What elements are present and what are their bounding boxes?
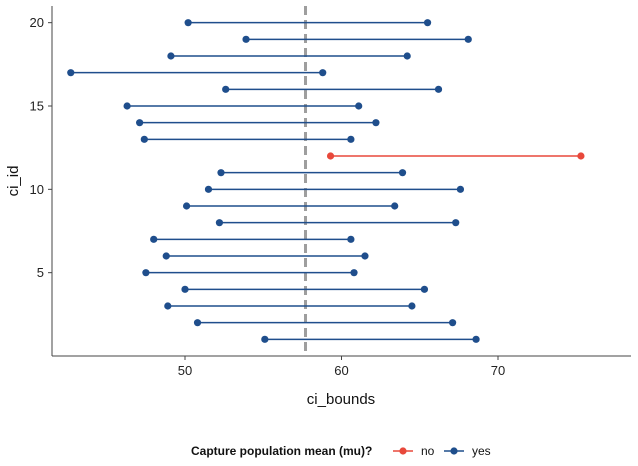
ci-lower-point-9 — [182, 202, 191, 210]
ci-lower-point-13 — [140, 135, 148, 143]
y-axis-title: ci_id — [5, 166, 22, 197]
ci-lower-point-2 — [193, 319, 202, 327]
ci-lower-point-14 — [136, 119, 144, 127]
ci-lower-point-16 — [222, 85, 230, 93]
ci-lower-point-6 — [162, 252, 170, 260]
ci-upper-point-18 — [403, 52, 411, 60]
ci-upper-point-8 — [452, 219, 460, 227]
ci-lower-point-19 — [242, 35, 250, 43]
ci-upper-point-4 — [420, 285, 429, 293]
ci-upper-point-1 — [472, 335, 480, 343]
ci-upper-point-17 — [319, 69, 327, 77]
ci-lower-point-20 — [184, 19, 192, 27]
x-tick-label-70: 70 — [491, 363, 505, 378]
ci-lower-point-7 — [150, 235, 158, 243]
ci-lower-point-10 — [204, 185, 213, 193]
ci-lower-point-15 — [123, 102, 131, 110]
ci-upper-point-16 — [434, 85, 443, 93]
ci-upper-point-3 — [408, 302, 416, 310]
ci-lower-point-1 — [261, 335, 269, 343]
y-tick-label-5: 5 — [37, 265, 44, 280]
legend-key-no-marker — [399, 447, 407, 455]
y-tick-label-15: 15 — [30, 99, 44, 114]
ci-upper-point-19 — [464, 35, 472, 43]
legend-item-yes: yes — [444, 444, 491, 458]
ci-upper-point-10 — [456, 185, 465, 193]
legend-title: Capture population mean (mu)? — [191, 444, 372, 458]
y-axis-ticks: 5 10 15 20 — [30, 15, 52, 280]
ci-lower-point-3 — [164, 302, 172, 310]
y-tick-label-20: 20 — [30, 15, 44, 30]
x-tick-label-60: 60 — [334, 363, 348, 378]
legend-label-yes: yes — [472, 444, 491, 458]
ci-upper-point-11 — [398, 169, 407, 177]
ci-upper-point-7 — [347, 235, 355, 243]
x-axis-ticks: 50 60 70 — [178, 356, 505, 378]
x-axis-title: ci_bounds — [307, 391, 375, 408]
ci-lower-point-18 — [167, 52, 175, 60]
y-tick-label-10: 10 — [30, 182, 44, 197]
ci-upper-point-5 — [350, 269, 358, 277]
legend-label-no: no — [421, 444, 435, 458]
legend-key-yes-marker — [450, 447, 458, 455]
ci-lower-point-12 — [326, 152, 335, 160]
ci-upper-point-2 — [449, 319, 457, 327]
ci-upper-point-14 — [372, 119, 380, 127]
x-tick-label-50: 50 — [178, 363, 192, 378]
legend: Capture population mean (mu)? no yes — [191, 444, 491, 458]
ci-upper-point-13 — [347, 135, 355, 143]
ci-lower-point-17 — [67, 69, 75, 77]
ci-upper-point-12 — [577, 152, 585, 160]
ci-upper-point-9 — [391, 202, 399, 210]
ci-upper-point-6 — [361, 252, 369, 260]
plot-area — [67, 6, 585, 356]
ci-lower-point-11 — [217, 169, 225, 177]
ci-lower-point-8 — [215, 219, 224, 227]
ci-lower-point-4 — [181, 285, 189, 293]
ci-upper-point-15 — [355, 102, 363, 110]
legend-item-no: no — [393, 444, 435, 458]
ci-lower-point-5 — [142, 269, 150, 277]
ci-upper-point-20 — [423, 19, 432, 27]
